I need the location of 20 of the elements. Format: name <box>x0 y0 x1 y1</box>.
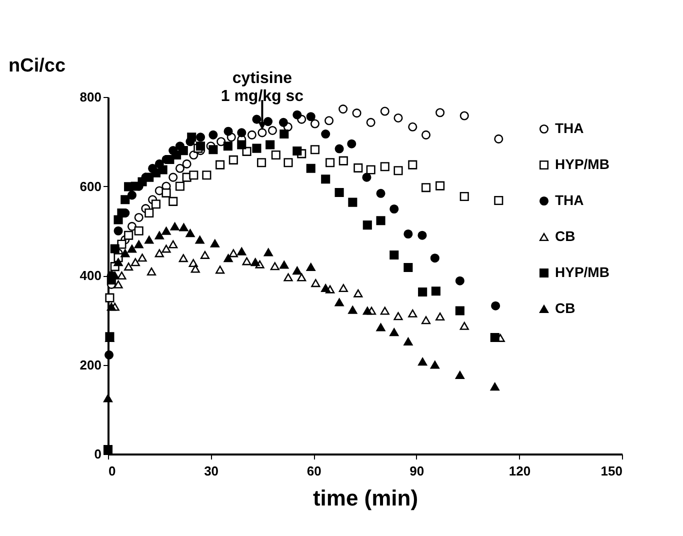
y-tick-label: 600 <box>80 178 102 194</box>
y-tick-label: 400 <box>80 268 102 283</box>
y-tick-label: 0 <box>94 446 102 462</box>
y-tick-label: 200 <box>80 357 102 372</box>
legend-label: THA <box>555 120 584 136</box>
y-axis-title: nCi/cc <box>8 56 66 76</box>
x-tick-label: 30 <box>204 464 219 478</box>
legend-label: CB <box>555 228 576 244</box>
annotation: cytisine 1 mg/kg sc <box>220 70 304 106</box>
x-tick-label: 150 <box>600 464 622 478</box>
x-tick-label: 90 <box>410 464 424 478</box>
y-tick-label: 800 <box>80 90 102 104</box>
x-tick-label: 60 <box>306 464 322 478</box>
legend-label: HYP/MB <box>555 264 610 280</box>
legend-label: THA <box>555 192 584 208</box>
x-axis-title: time (min) <box>312 486 418 510</box>
x-tick-label: 0 <box>108 464 116 478</box>
legend-label: CB <box>555 300 576 316</box>
legend-label: HYP/MB <box>555 156 610 172</box>
x-tick-label: 120 <box>508 464 531 478</box>
